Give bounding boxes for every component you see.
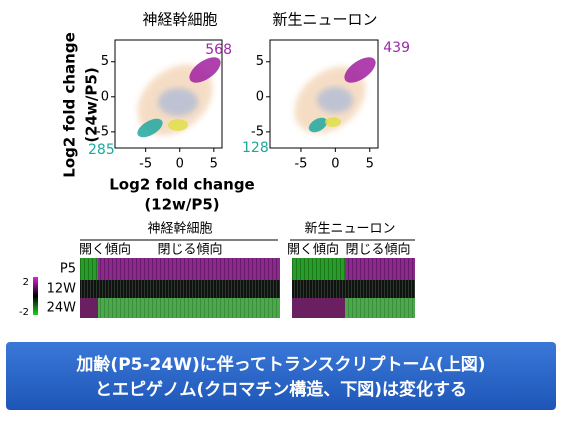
count: 128: [242, 140, 269, 156]
label: 開く傾向: [287, 242, 339, 258]
y-tick-label: -5: [251, 124, 264, 139]
row-label: P5: [60, 262, 76, 277]
panel-title: 神経幹細胞: [142, 11, 217, 29]
count: 439: [383, 40, 410, 56]
x-tick-label: 0: [176, 157, 184, 172]
label: 閉じる傾向: [157, 242, 222, 258]
x-tick-label: 0: [331, 157, 339, 172]
colorbar: [33, 277, 38, 315]
x-tick-label: 5: [366, 157, 374, 172]
scatter-cloud: [269, 39, 379, 149]
y-tick-label: -5: [96, 124, 109, 139]
y-tick-label: 5: [101, 54, 109, 69]
y-axis-label: Log2 fold change: [61, 32, 79, 177]
y-axis-label: (24w/P5): [83, 67, 101, 142]
count: 568: [205, 42, 232, 58]
scatter-cloud: [114, 39, 223, 149]
y-tick-label: 0: [256, 89, 264, 104]
row-label: 24W: [47, 301, 77, 316]
group-title: 新生ニューロン: [304, 221, 395, 237]
caption-banner: [6, 342, 556, 410]
count: 285: [88, 142, 115, 158]
caption: とエピゲノム(クロマチン構造、下図)は変化する: [95, 379, 467, 400]
x-tick-label: -5: [139, 157, 152, 172]
y-tick-label: 0: [101, 89, 109, 104]
colorbar-label: -2: [19, 307, 29, 318]
heatmap: [80, 258, 415, 318]
x-axis-label: Log2 fold change: [109, 176, 254, 194]
group-title: 神経幹細胞: [147, 221, 212, 237]
colorbar-label: 2: [23, 277, 29, 288]
row-label: 12W: [47, 282, 77, 297]
x-tick-label: -5: [294, 157, 307, 172]
x-axis-label: (12w/P5): [144, 196, 219, 214]
label: 閉じる傾向: [345, 242, 410, 258]
x-tick-label: 5: [210, 157, 218, 172]
panel-title: 新生ニューロン: [272, 11, 377, 29]
label: 開く傾向: [79, 242, 131, 258]
caption: 加齢(P5-24W)に伴ってトランスクリプトーム(上図): [75, 354, 485, 375]
y-tick-label: 5: [256, 54, 264, 69]
